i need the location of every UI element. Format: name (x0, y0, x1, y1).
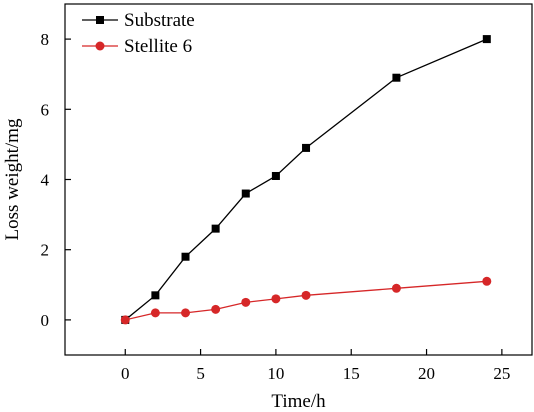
data-point (271, 171, 280, 180)
legend: Substrate Stellite 6 (82, 10, 195, 57)
series-line (124, 38, 488, 321)
data-point (120, 315, 130, 325)
legend-marker (96, 16, 104, 24)
y-tick-label: 4 (41, 171, 50, 190)
legend-marker (95, 41, 105, 51)
x-axis-ticks: 0 5 10 15 20 25 (121, 349, 510, 383)
y-tick-label: 0 (41, 311, 50, 330)
x-tick-label: 5 (196, 364, 205, 383)
y-axis-title: Loss weight/mg (2, 118, 23, 240)
y-tick-label: 8 (41, 30, 50, 49)
data-point (181, 252, 190, 261)
data-point (482, 35, 491, 44)
legend-item: Substrate (82, 10, 195, 31)
data-point (181, 308, 191, 318)
data-point (211, 224, 220, 233)
data-point (241, 189, 250, 198)
x-tick-label: 25 (493, 364, 510, 383)
legend-label: Stellite 6 (124, 36, 192, 57)
data-point (150, 308, 160, 318)
x-tick-label: 20 (418, 364, 435, 383)
legend-label: Substrate (124, 10, 195, 31)
x-tick-label: 10 (267, 364, 284, 383)
x-tick-label: 15 (343, 364, 360, 383)
y-tick-label: 2 (41, 241, 50, 260)
data-point (211, 304, 221, 314)
data-point (301, 290, 311, 300)
x-axis-title: Time/h (271, 391, 326, 412)
data-point (271, 294, 281, 304)
data-point (241, 297, 251, 307)
series-layer (120, 35, 492, 325)
series-substrate (121, 35, 491, 324)
legend-item: Stellite 6 (82, 36, 192, 57)
data-point (482, 276, 492, 286)
data-point (392, 73, 401, 82)
series-stellite-6 (120, 276, 492, 325)
x-tick-label: 0 (121, 364, 130, 383)
data-point (391, 283, 401, 293)
data-point (151, 291, 160, 300)
series-line (125, 280, 487, 321)
y-axis-ticks: 0 2 4 6 8 (41, 30, 71, 330)
data-point (302, 143, 311, 152)
y-tick-label: 6 (41, 100, 50, 119)
